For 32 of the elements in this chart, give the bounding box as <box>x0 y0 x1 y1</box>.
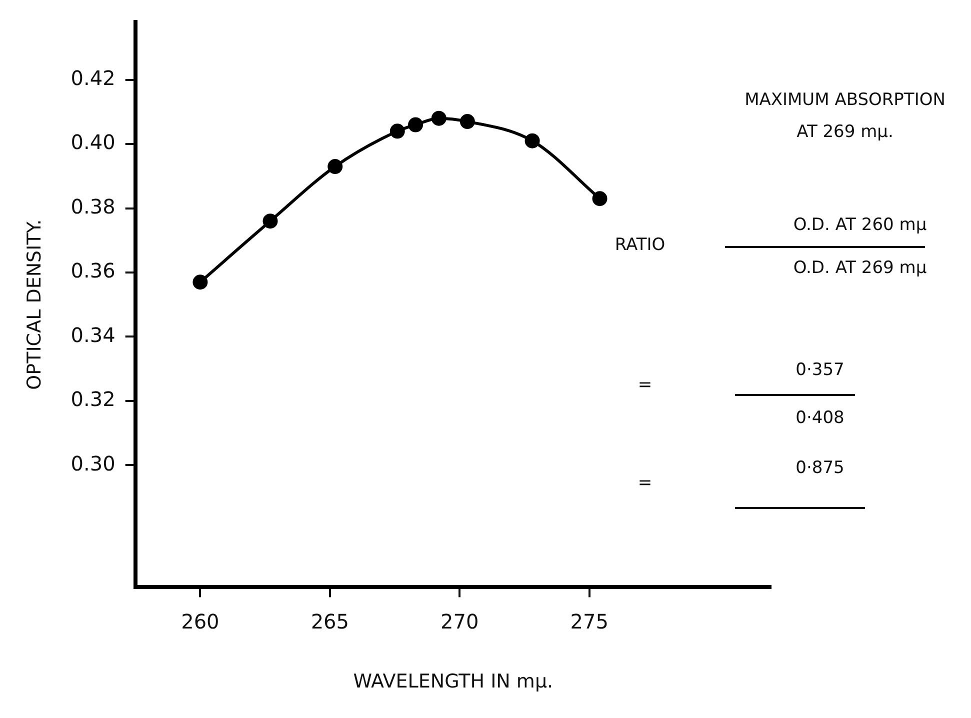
x-tick-label: 270 <box>440 609 479 634</box>
point <box>592 191 608 206</box>
y-tick-label: 0.38 <box>70 194 116 218</box>
text: 0·357 <box>796 360 844 380</box>
text: O.D. AT 269 mμ <box>793 258 927 278</box>
y-tick-label: 0.34 <box>70 322 116 347</box>
y-tick-label: 0.42 <box>70 66 116 90</box>
point <box>460 114 475 130</box>
text: AT 269 mμ. <box>796 122 894 142</box>
point <box>390 124 405 139</box>
annotation: RATIO <box>614 235 666 255</box>
x-tick-label: 260 <box>181 609 220 634</box>
annotation: MAXIMUM ABSORPTION <box>744 90 946 110</box>
point <box>431 110 446 126</box>
text: 0·408 <box>796 408 844 428</box>
point <box>262 214 278 229</box>
y-tick-label: 0.30 <box>70 451 116 476</box>
x-tick-label: 265 <box>310 609 350 634</box>
y-axis-title: OPTICAL DENSITY. <box>23 219 46 390</box>
point <box>524 133 540 148</box>
y-tick-label: 0.40 <box>70 130 116 154</box>
annotation: = <box>638 473 652 493</box>
text: O.D. AT 260 mμ <box>793 215 927 235</box>
y-tick-label: 0.36 <box>70 258 116 283</box>
point <box>408 117 424 132</box>
x-tick-label: 275 <box>570 609 608 634</box>
x-axis-title: WAVELENGTH IN mμ. <box>353 670 554 693</box>
annotation: = <box>638 375 652 395</box>
y-tick-label: 0.32 <box>70 387 116 412</box>
point <box>192 274 208 290</box>
text: 0·875 <box>796 458 844 478</box>
point <box>328 159 343 174</box>
